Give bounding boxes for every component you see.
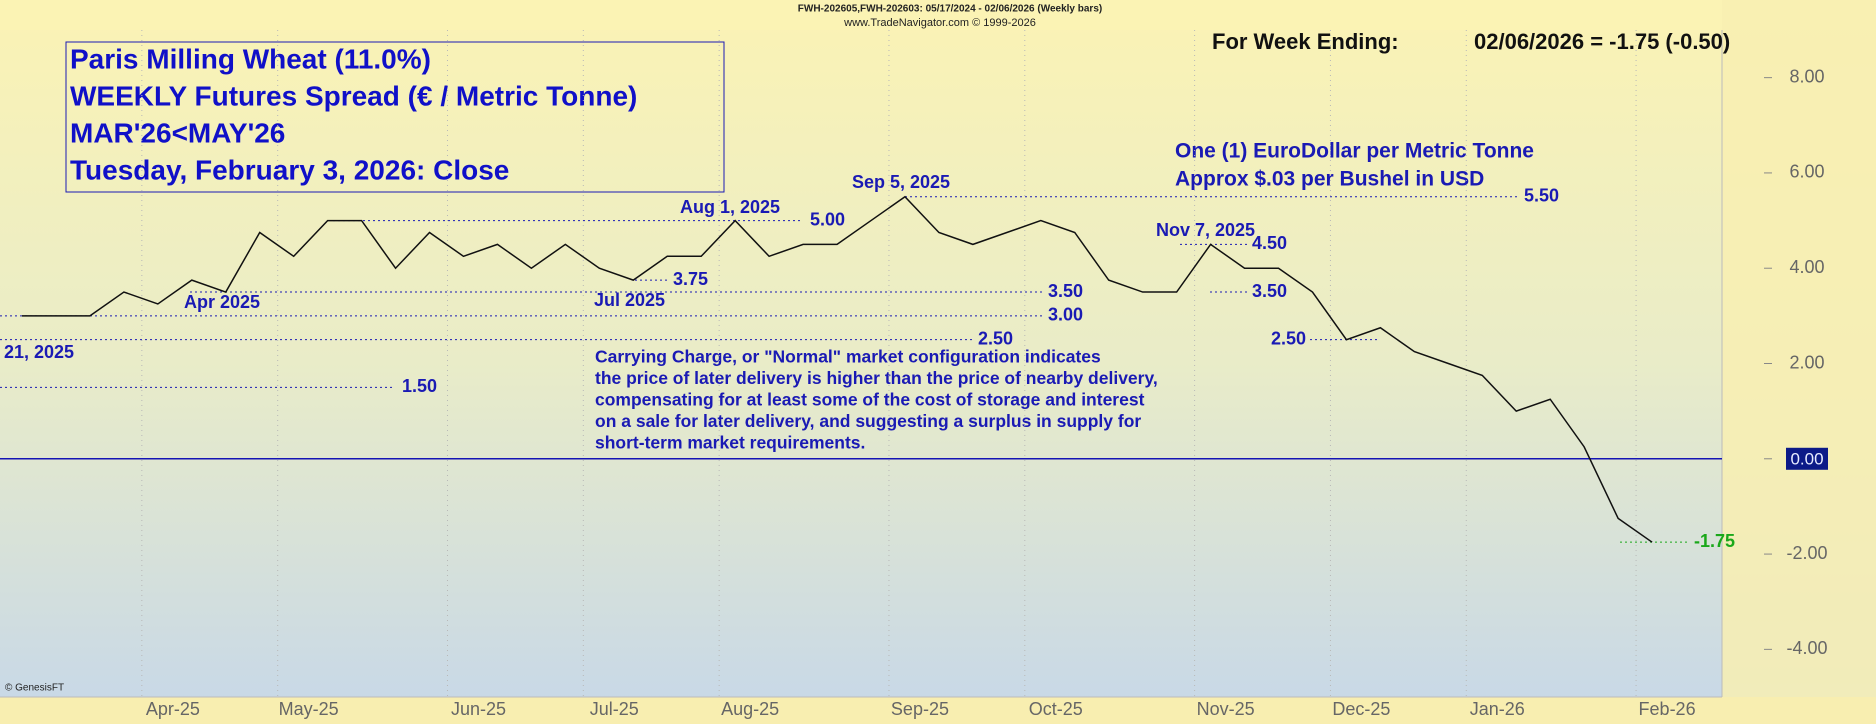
x-axis-strip	[0, 697, 1876, 724]
level-label: 3.75	[673, 269, 708, 289]
header-strip	[0, 0, 1876, 30]
subtitle: Approx $.03 per Bushel in USD	[1175, 168, 1484, 191]
level-label: 5.00	[810, 209, 845, 229]
x-tick-label: Aug-25	[721, 699, 779, 719]
x-tick-label: Apr-25	[146, 699, 200, 719]
x-tick-label: Nov-25	[1197, 699, 1255, 719]
x-tick-label: Jan-26	[1470, 699, 1525, 719]
level-label: -1.75	[1694, 531, 1735, 551]
date-label: Jul 2025	[594, 290, 665, 310]
y-tick-label: 0.00	[1790, 449, 1823, 468]
level-label: 3.00	[1048, 305, 1083, 325]
level-label: 1.50	[402, 376, 437, 396]
level-label: 3.50	[1252, 281, 1287, 301]
note: on a sale for later delivery, and sugges…	[595, 411, 1141, 431]
date-label: Nov 7, 2025	[1156, 220, 1255, 240]
x-tick-label: Jun-25	[451, 699, 506, 719]
level-label: 4.50	[1252, 233, 1287, 253]
note: compensating for at least some of the co…	[595, 390, 1145, 410]
level-label: 3.50	[1048, 281, 1083, 301]
note: the price of later delivery is higher th…	[595, 368, 1158, 388]
series-line	[22, 195, 1653, 543]
x-tick-label: Feb-26	[1639, 699, 1696, 719]
note: Carrying Charge, or "Normal" market conf…	[595, 347, 1101, 367]
x-tick-label: Sep-25	[891, 699, 949, 719]
date-label: 21, 2025	[4, 342, 74, 362]
credit: © GenesisFT	[5, 683, 64, 694]
date-label: Apr 2025	[184, 292, 260, 312]
week-label: For Week Ending:	[1212, 29, 1399, 54]
y-tick-label: 2.00	[1789, 352, 1824, 372]
y-tick-label: -4.00	[1786, 638, 1827, 658]
y-tick-label: 8.00	[1789, 66, 1824, 86]
y-tick-label: 4.00	[1789, 257, 1824, 277]
date-label: Aug 1, 2025	[680, 197, 780, 217]
chart-title: Paris Milling Wheat (11.0%)	[70, 43, 431, 74]
subtitle: One (1) EuroDollar per Metric Tonne	[1175, 140, 1534, 163]
chart-title: MAR'26<MAY'26	[70, 117, 285, 148]
level-label: 2.50	[1271, 328, 1306, 348]
y-tick-label: -2.00	[1786, 543, 1827, 563]
chart-title: WEEKLY Futures Spread (€ / Metric Tonne)	[70, 80, 637, 111]
zero-label-box	[1786, 447, 1828, 470]
x-tick-label: Jul-25	[590, 699, 639, 719]
header-source: www.TradeNavigator.com © 1999-2026	[843, 17, 1036, 29]
x-tick-label: Oct-25	[1029, 699, 1083, 719]
axis-strip	[1722, 0, 1876, 724]
x-tick-label: Dec-25	[1332, 699, 1390, 719]
week-value: 02/06/2026 = -1.75 (-0.50)	[1474, 29, 1730, 54]
x-tick-label: May-25	[279, 699, 339, 719]
y-tick-label: 6.00	[1789, 162, 1824, 182]
title-box	[65, 41, 725, 193]
header-symbols: FWH-202605,FWH-202603: 05/17/2024 - 02/0…	[798, 4, 1102, 15]
date-label: Sep 5, 2025	[852, 172, 950, 192]
level-label: 5.50	[1524, 186, 1559, 206]
level-label: 2.50	[978, 328, 1013, 348]
chart-title: Tuesday, February 3, 2026: Close	[70, 154, 509, 185]
note: short-term market requirements.	[595, 433, 865, 453]
